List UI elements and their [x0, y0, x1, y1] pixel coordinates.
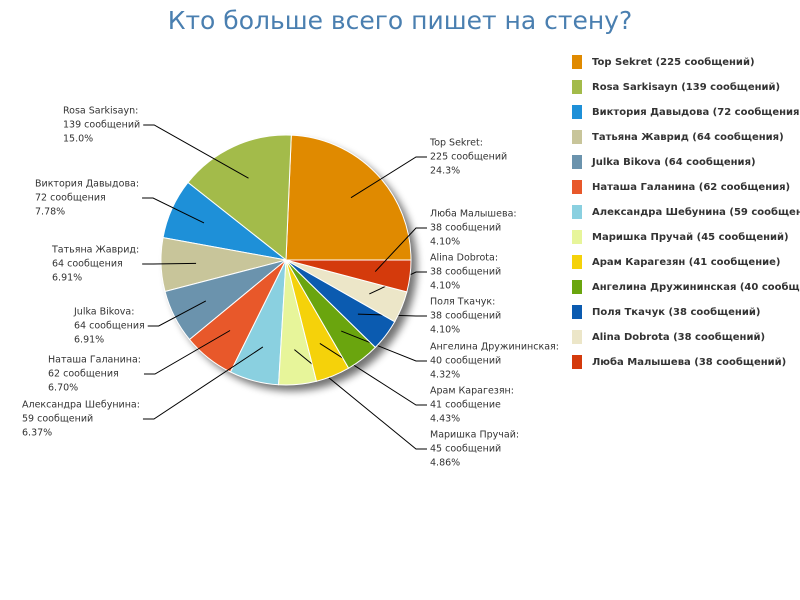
slice-label: 40 сообщений [430, 356, 501, 367]
slice-label: 64 сообщения [52, 259, 123, 270]
slice-label: 4.10% [430, 325, 460, 336]
slice-label: Александра Шебунина: [22, 400, 140, 411]
legend-swatch [572, 330, 582, 344]
legend-label: Татьяна Жаврид (64 сообщения) [592, 131, 784, 143]
slice-label: Julka Bikova: [73, 307, 134, 318]
slice-label: Виктория Давыдова: [35, 179, 139, 190]
callout-line [142, 197, 205, 224]
slice-label: 4.86% [430, 458, 460, 469]
slice-label: Alina Dobrota: [430, 253, 498, 264]
slice-label: Люба Малышева: [430, 209, 517, 220]
legend-label: Александра Шебунина (59 сообщений) [592, 206, 800, 218]
slice-label: 24.3% [430, 166, 460, 177]
legend-swatch [572, 305, 582, 319]
legend-swatch [572, 105, 582, 119]
legend-label: Alina Dobrota (38 сообщений) [592, 331, 765, 343]
legend-label: Виктория Давыдова (72 сообщения) [592, 106, 800, 118]
legend-swatch [572, 205, 582, 219]
slice-label: 62 сообщения [48, 369, 119, 380]
slice-label: 15.0% [63, 134, 93, 145]
legend-label: Ангелина Дружининская (40 сообщений) [592, 281, 800, 293]
callout-line [369, 271, 427, 295]
slice-label: 45 сообщений [430, 444, 501, 455]
slice-label: 139 сообщений [63, 120, 140, 131]
slice-label: 59 сообщений [22, 414, 93, 425]
slice-label: Rosa Sarkisayn: [63, 106, 138, 117]
slice-label: 4.32% [430, 370, 460, 381]
slice-label: 6.91% [52, 273, 82, 284]
slice-label: 6.91% [74, 335, 104, 346]
legend-swatch [572, 280, 582, 294]
legend-swatch [572, 230, 582, 244]
legend-label: Julka Bikova (64 сообщения) [591, 156, 756, 168]
slice-label: 38 сообщений [430, 267, 501, 278]
slice-label: Наташа Галанина: [48, 355, 141, 366]
slice-label: Арам Карагезян: [430, 386, 514, 397]
slice-label: 4.10% [430, 237, 460, 248]
legend-label: Люба Малышева (38 сообщений) [592, 356, 786, 368]
legend-swatch [572, 180, 582, 194]
chart-title: Кто больше всего пишет на стену? [168, 6, 633, 35]
slice-label: Ангелина Дружининская: [430, 342, 559, 353]
callout-line [143, 124, 249, 179]
slice-label: 6.37% [22, 428, 52, 439]
legend-label: Маришка Пручай (45 сообщений) [592, 231, 789, 243]
legend-label: Арам Карагезян (41 сообщение) [592, 256, 780, 268]
callout-line [142, 262, 197, 265]
slice-label: 225 сообщений [430, 152, 507, 163]
legend-swatch [572, 130, 582, 144]
legend-swatch [572, 255, 582, 269]
callout-line [143, 330, 231, 375]
legend-label: Наташа Галанина (62 сообщения) [592, 181, 790, 193]
callout-line [142, 346, 264, 420]
slice-label: Татьяна Жаврид: [51, 245, 139, 256]
slice-label: 64 сообщения [74, 321, 145, 332]
slice-label: 38 сообщений [430, 223, 501, 234]
slice-label: 4.43% [430, 414, 460, 425]
legend-label: Rosa Sarkisayn (139 сообщений) [592, 81, 780, 93]
slice-label: 38 сообщений [430, 311, 501, 322]
callout-line [147, 300, 207, 327]
callout-line [357, 313, 427, 317]
legend-swatch [572, 80, 582, 94]
legend-swatch [572, 55, 582, 69]
callout-line [374, 227, 427, 272]
slice-label: 41 сообщение [430, 400, 501, 411]
slice-label: Маришка Пручай: [430, 430, 519, 441]
legend-label: Поля Ткачук (38 сообщений) [592, 306, 760, 318]
slice-label: 6.70% [48, 383, 78, 394]
slice-label: 72 сообщения [35, 193, 106, 204]
legend-swatch [572, 355, 582, 369]
callout-line [294, 349, 427, 450]
slice-label: 7.78% [35, 207, 65, 218]
pie-slice [285, 134, 412, 261]
pie-slice [285, 259, 412, 293]
slice-label: 4.10% [430, 281, 460, 292]
pie-slice [187, 134, 292, 261]
slice-label: Поля Ткачук: [430, 297, 495, 308]
legend-label: Top Sekret (225 сообщений) [592, 56, 755, 68]
callout-line [341, 330, 427, 362]
slice-label: Top Sekret: [429, 138, 483, 149]
callout-line [350, 156, 427, 199]
legend-swatch [572, 155, 582, 169]
